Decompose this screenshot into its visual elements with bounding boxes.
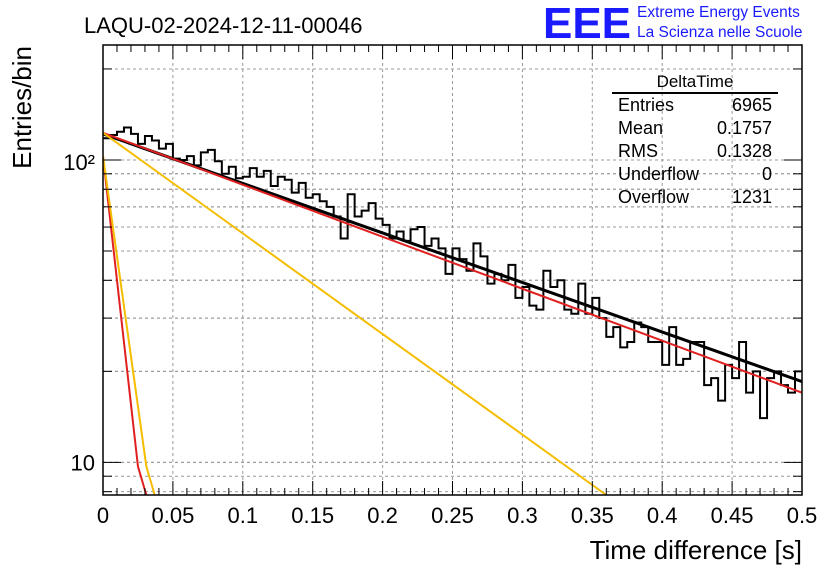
- x-tick-label: 0.35: [571, 503, 614, 528]
- stats-value: 0.1757: [716, 118, 772, 138]
- histogram: [103, 126, 802, 420]
- y-axis-label: Entries/bin: [7, 46, 37, 169]
- stats-value: 0.1328: [716, 141, 772, 161]
- stats-label: Overflow: [618, 187, 690, 207]
- logo-line-1: Extreme Energy Events: [637, 4, 800, 21]
- logo-line-2: La Scienza nelle Scuole: [637, 24, 803, 41]
- x-tick-label: 0.45: [711, 503, 754, 528]
- logo-mark: EEE: [543, 0, 631, 44]
- x-tick-label: 0.05: [151, 503, 194, 528]
- fit-line-5: [103, 155, 156, 495]
- x-tick-label: 0.5: [787, 503, 818, 528]
- x-tick-label: 0.2: [367, 503, 398, 528]
- axis-ticks: 0 0.05 0.1 0.15 0.2 0.25 0.3 0.35 0.4 0.45 0.5 10 10…: [63, 45, 817, 528]
- stats-label: Mean: [618, 118, 664, 138]
- x-tick-label: 0.1: [228, 503, 259, 528]
- fit-line-2: [103, 131, 802, 394]
- stats-row-mean: Mean 0.1757: [612, 117, 778, 140]
- fit-line-4: [103, 155, 148, 495]
- stats-title: DeltaTime: [612, 72, 778, 94]
- stats-label: RMS: [618, 141, 658, 161]
- stats-value: 1231: [731, 187, 772, 207]
- x-tick-label: 0.3: [507, 503, 538, 528]
- stats-label: Entries: [618, 95, 675, 115]
- stats-label: Underflow: [618, 164, 700, 184]
- x-tick-label: 0: [97, 503, 109, 528]
- stats-row-overflow: Overflow 1231: [612, 186, 778, 209]
- stats-value: 6965: [731, 95, 772, 115]
- histogram-outline: [103, 126, 802, 420]
- fit-line-3: [103, 131, 607, 495]
- stats-row-underflow: Underflow 0: [612, 163, 778, 186]
- logo-caption: Extreme Energy Events La Scienza nelle S…: [637, 3, 802, 43]
- eee-logo: EEE: [543, 0, 631, 44]
- y-tick-label: 10²: [63, 150, 95, 175]
- stats-box: DeltaTime Entries 6965 Mean 0.1757 RMS 0…: [612, 72, 778, 209]
- x-tick-label: 0.4: [647, 503, 678, 528]
- x-tick-label: 0.15: [291, 503, 334, 528]
- chart-title: LAQU-02-2024-12-11-00046: [84, 13, 362, 38]
- fit-lines: [103, 131, 802, 495]
- x-tick-label: 0.25: [431, 503, 474, 528]
- stats-row-entries: Entries 6965: [612, 94, 778, 117]
- stats-value: 0: [761, 164, 772, 184]
- stats-row-rms: RMS 0.1328: [612, 140, 778, 163]
- x-axis-label: Time difference [s]: [590, 535, 802, 565]
- y-tick-label: 10: [71, 450, 95, 475]
